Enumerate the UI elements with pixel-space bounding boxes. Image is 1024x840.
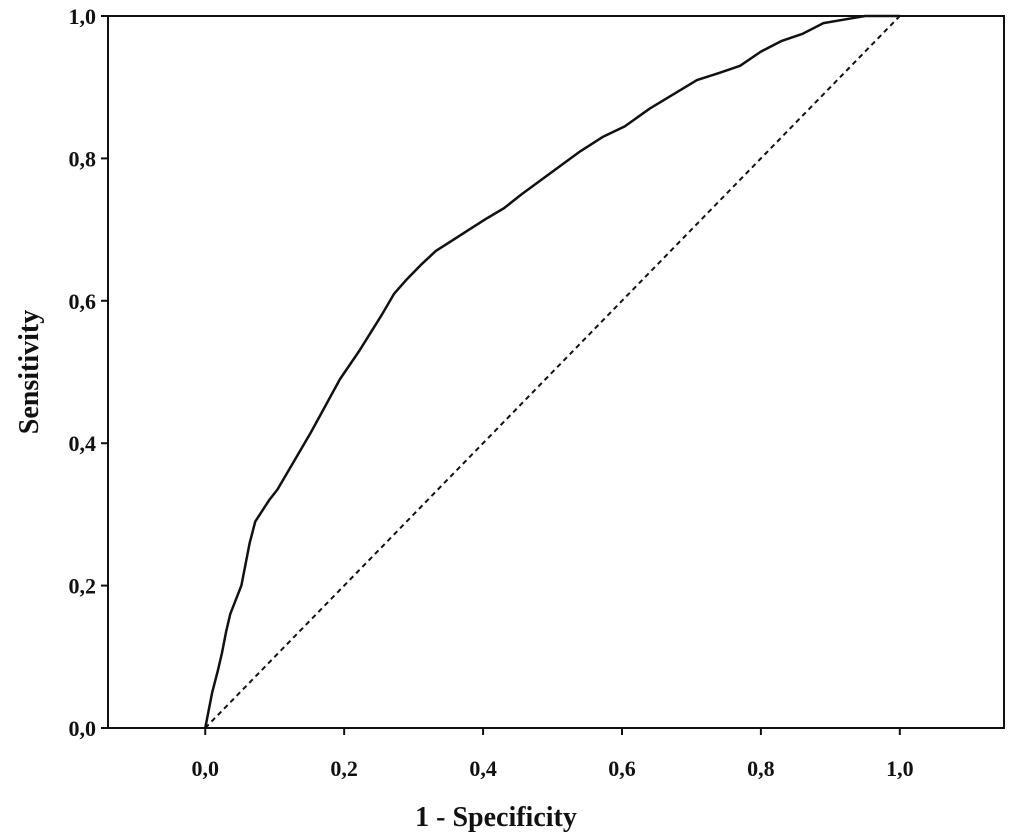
y-tick-label: 0,8 <box>69 146 97 171</box>
y-tick-label: 0,2 <box>69 574 97 599</box>
y-tick-label: 0,4 <box>69 431 97 456</box>
y-axis-title: Sensitivity <box>14 310 45 434</box>
x-tick-label: 0,0 <box>191 756 219 781</box>
plot-frame <box>107 15 1005 729</box>
series-layer <box>204 14 901 729</box>
y-tick-label: 0,6 <box>69 289 97 314</box>
x-tick-label: 0,6 <box>608 756 636 781</box>
x-tick-label: 0,8 <box>747 756 775 781</box>
reference-diagonal-line <box>204 15 901 729</box>
y-tick-label: 1,0 <box>69 4 97 29</box>
ticks-layer: 0,0 0,2 0,4 0,6 0,8 1,0 0,0 0,2 0,4 0,6 0,8 1,0 <box>69 4 914 781</box>
roc-curve-line <box>204 14 900 729</box>
x-axis-title: 1 - Specificity <box>415 802 577 833</box>
x-tick-label: 0,4 <box>469 756 497 781</box>
x-tick-label: 0,2 <box>330 756 358 781</box>
y-tick-label: 0,0 <box>69 716 97 741</box>
x-tick-label: 1,0 <box>886 756 914 781</box>
